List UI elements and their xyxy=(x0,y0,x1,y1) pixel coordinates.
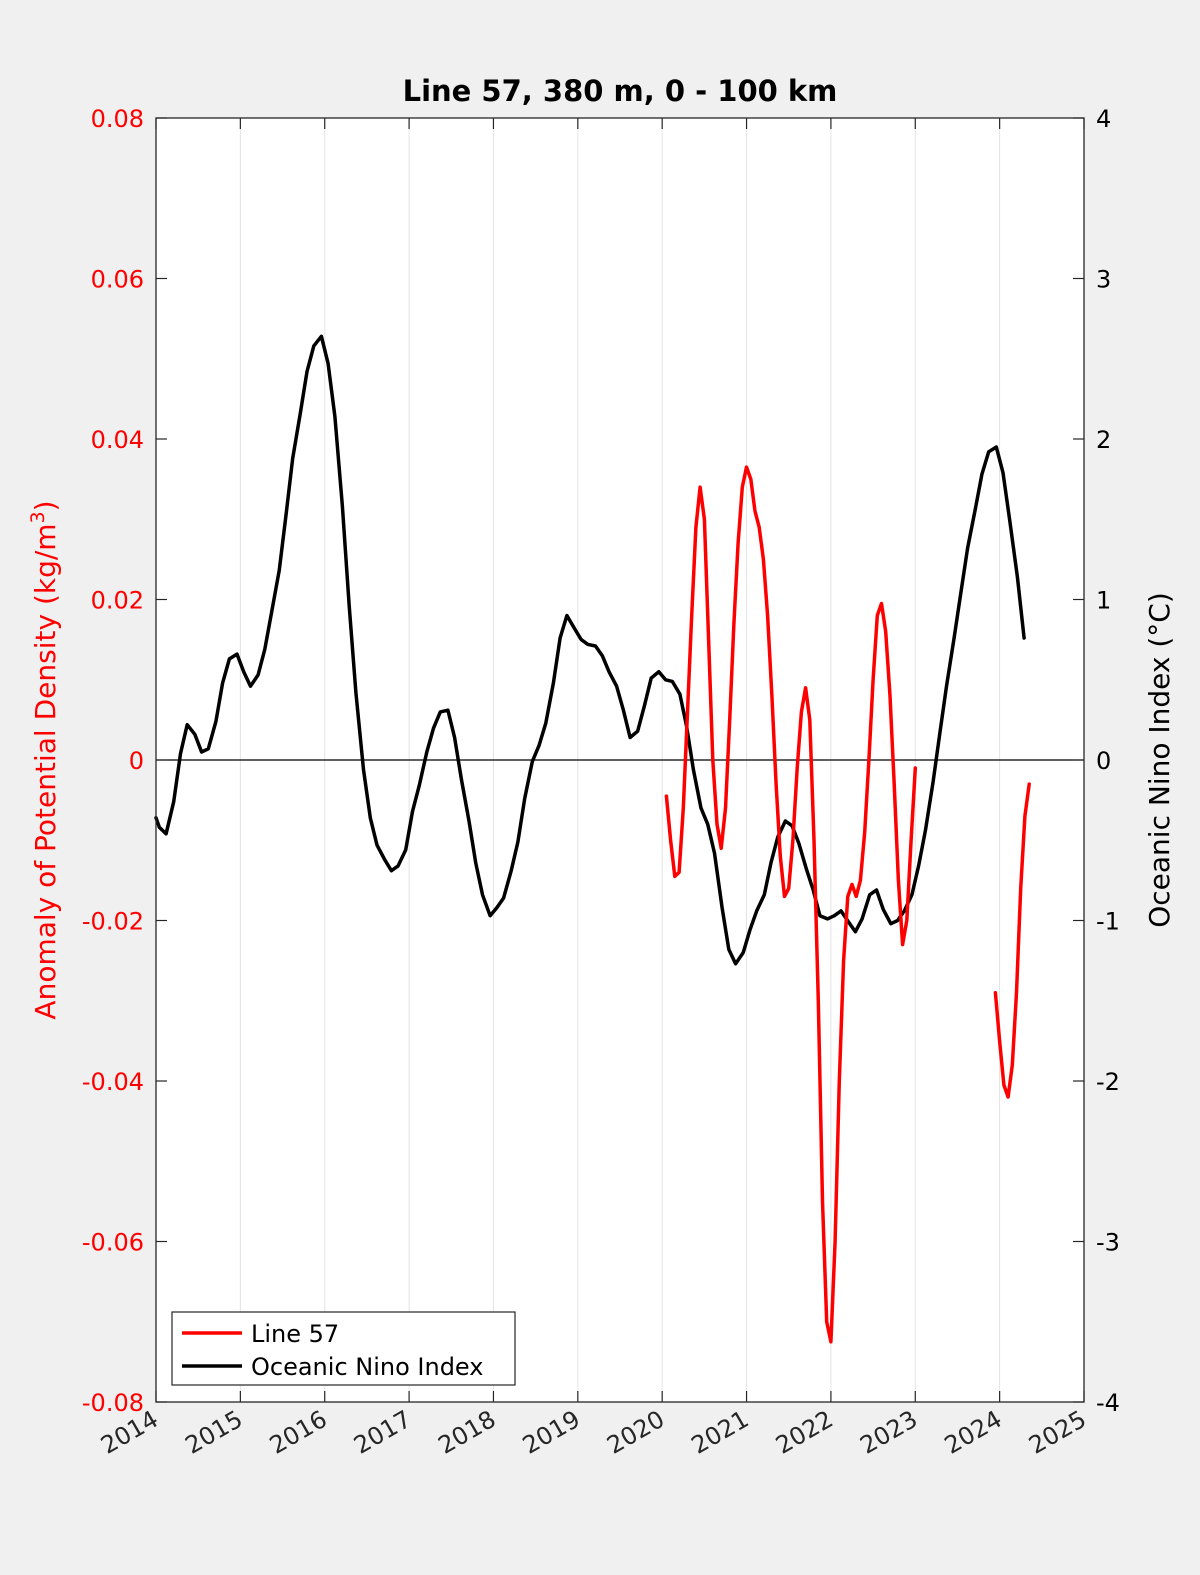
x-tick-label: 2019 xyxy=(518,1405,585,1460)
y-left-tick-label: -0.08 xyxy=(82,1389,144,1417)
legend-label-oni: Oceanic Nino Index xyxy=(251,1353,483,1381)
y-left-tick-label: 0.04 xyxy=(91,426,144,454)
legend-label-line-57: Line 57 xyxy=(251,1320,339,1348)
x-tick-label: 2022 xyxy=(771,1405,838,1460)
y-left-tick-label: 0 xyxy=(129,747,144,775)
series-line-line-57 xyxy=(993,782,1031,1099)
x-tick-label: 2020 xyxy=(602,1405,669,1460)
x-tick-label: 2023 xyxy=(855,1405,922,1460)
y-right-tick-label: 1 xyxy=(1096,587,1111,615)
y-axis-left-label-sup: 3 xyxy=(27,511,49,523)
x-tick-label: 2017 xyxy=(349,1405,416,1460)
y-axis-right-label: Oceanic Nino Index (°C) xyxy=(1143,592,1176,928)
y-axis-left-label-close: ) xyxy=(29,500,62,511)
series-layer xyxy=(154,334,1031,1344)
y-right-tick-label: 4 xyxy=(1096,105,1111,133)
y-right-tick-label: -1 xyxy=(1096,908,1120,936)
x-tick-label: 2021 xyxy=(687,1405,754,1460)
x-tick-label: 2015 xyxy=(180,1405,247,1460)
series-line-line-57 xyxy=(664,465,918,1344)
chart-title: Line 57, 380 m, 0 - 100 km xyxy=(403,74,838,108)
y-left-tick-label: 0.02 xyxy=(91,587,144,615)
y-left-tick-label: -0.02 xyxy=(82,908,144,936)
x-tick-label: 2025 xyxy=(1024,1405,1091,1460)
y-left-tick-label: 0.08 xyxy=(91,105,144,133)
legend: Line 57 Oceanic Nino Index xyxy=(171,1311,516,1386)
legend-box xyxy=(171,1311,516,1386)
y-right-tick-label: -2 xyxy=(1096,1068,1120,1096)
y-axis-right: 4 3 2 1 0 -1 -2 -3 -4 xyxy=(1073,105,1120,1417)
y-right-tick-label: -3 xyxy=(1096,1229,1120,1257)
y-right-tick-label: 0 xyxy=(1096,747,1111,775)
y-axis-left-label-main: Anomaly of Potential Density (kg/m xyxy=(29,523,62,1019)
series-line-oceanic-nino-index xyxy=(154,334,1026,966)
y-right-tick-label: 3 xyxy=(1096,266,1111,294)
y-right-tick-label: -4 xyxy=(1096,1389,1120,1417)
y-left-tick-label: -0.06 xyxy=(82,1229,144,1257)
x-tick-label: 2024 xyxy=(940,1405,1007,1460)
y-left-tick-label: -0.04 xyxy=(82,1068,144,1096)
y-axis-left-label: Anomaly of Potential Density (kg/m3) xyxy=(27,500,62,1019)
y-axis-left: 0.08 0.06 0.04 0.02 0 -0.02 -0.04 -0.06 -0.08 xyxy=(82,105,167,1417)
x-tick-label: 2016 xyxy=(265,1405,332,1460)
y-left-tick-label: 0.06 xyxy=(91,266,144,294)
x-tick-label: 2018 xyxy=(434,1405,501,1460)
y-right-tick-label: 2 xyxy=(1096,426,1111,454)
